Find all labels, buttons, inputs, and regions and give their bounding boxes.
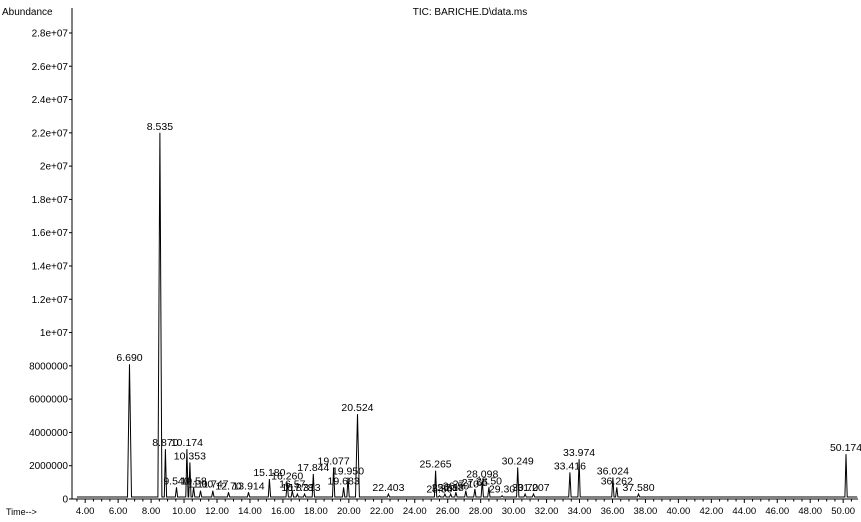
- y-tick-label: 2.4e+07: [32, 95, 69, 106]
- peak-label: 26.50: [443, 480, 469, 492]
- peak-label: 10.353: [174, 450, 206, 462]
- x-ticks: 4.00 6.00 8.00 10.00 12.00 14.00 16.00 18.00 20.…: [76, 499, 855, 517]
- peak-label: 13.914: [232, 480, 264, 492]
- x-tick-label: 14.00: [238, 506, 262, 517]
- x-axis-label: Time-->: [6, 507, 37, 517]
- peak-label: 16.260: [271, 470, 303, 482]
- x-tick-label: 38.00: [634, 506, 658, 517]
- peak-label: 10.58: [180, 475, 206, 487]
- x-tick-label: 36.00: [601, 506, 625, 517]
- peak-label: 11.747: [197, 479, 228, 491]
- peak-label: 9.540: [163, 475, 189, 487]
- x-tick-label: 28.00: [469, 506, 493, 517]
- y-tick-label: 2000000: [29, 461, 68, 472]
- x-tick-label: 6.00: [109, 506, 128, 517]
- y-tick-label: 1.2e+07: [32, 295, 69, 306]
- peak-label: 37.580: [622, 482, 654, 494]
- peak-label: 25.265: [420, 459, 452, 471]
- y-tick-label: 0: [62, 495, 68, 506]
- peak-label: 6.690: [116, 352, 142, 364]
- peak-label: 50.174: [830, 442, 861, 454]
- peak-label: 22.403: [372, 482, 404, 494]
- peak-label: 33.974: [563, 447, 595, 459]
- x-tick-label: 4.00: [76, 506, 95, 517]
- peak-label: 8.535: [147, 121, 173, 133]
- peak-label: 10.174: [171, 437, 203, 449]
- peak-label: 31.207: [517, 482, 549, 494]
- peak-label: 30.70: [512, 482, 538, 494]
- x-tick-label: 16.00: [271, 506, 295, 517]
- peak-label: 27.65: [462, 477, 488, 489]
- peak-label: 16.57: [279, 479, 305, 491]
- peak-label: 16.878: [281, 482, 313, 494]
- x-tick-label: 22.00: [370, 506, 394, 517]
- peak-label: 8.870: [152, 437, 178, 449]
- peak-label: 12.70: [215, 480, 241, 492]
- peak-label: 19.683: [328, 475, 360, 487]
- y-tick-label: 1.4e+07: [32, 261, 69, 272]
- y-tick-label: 8000000: [29, 361, 68, 372]
- x-tick-label: 12.00: [205, 506, 229, 517]
- peak-label: 17.844: [297, 462, 329, 474]
- x-tick-label: 24.00: [403, 506, 427, 517]
- peak-label: 27.10: [453, 479, 479, 491]
- y-tick-label: 1.8e+07: [32, 195, 69, 206]
- peak-label: 11.00: [188, 479, 214, 491]
- x-tick-label: 18.00: [304, 506, 328, 517]
- x-tick-label: 50.00: [831, 506, 855, 517]
- x-tick-label: 10.00: [172, 506, 196, 517]
- y-tick-label: 2e+07: [40, 162, 69, 173]
- x-tick-label: 30.00: [502, 506, 526, 517]
- tic-trace: [76, 132, 858, 498]
- x-tick-label: 40.00: [666, 506, 690, 517]
- peak-label: 29.30: [489, 484, 515, 496]
- x-tick-label: 26.00: [436, 506, 460, 517]
- x-tick-label: 8.00: [142, 506, 161, 517]
- y-ticks: 0 2000000 4000000 6000000 8000000 1e+07 1.2e+0…: [29, 28, 72, 506]
- x-tick-label: 46.00: [765, 506, 789, 517]
- y-tick-label: 2.6e+07: [32, 62, 69, 73]
- y-tick-label: 6000000: [29, 395, 68, 406]
- x-tick-label: 32.00: [535, 506, 559, 517]
- peak-label: 19.950: [332, 465, 364, 477]
- x-tick-label: 48.00: [798, 506, 822, 517]
- peak-label: 25.83: [432, 482, 458, 494]
- y-tick-label: 2.2e+07: [32, 128, 69, 139]
- peak-label: 25.50: [426, 484, 452, 496]
- peak-label: 28.50: [476, 475, 502, 487]
- peak-label: 26.18: [438, 482, 464, 494]
- y-tick-label: 2.8e+07: [32, 28, 69, 39]
- y-tick-label: 4000000: [29, 428, 68, 439]
- peak-label: 20.524: [341, 402, 373, 414]
- x-tick-label: 34.00: [568, 506, 592, 517]
- y-tick-label: 1e+07: [40, 328, 69, 339]
- x-tick-label: 42.00: [699, 506, 723, 517]
- peak-label: 36.262: [601, 475, 633, 487]
- peak-label: 28.098: [466, 469, 498, 481]
- peak-label: 30.249: [502, 455, 534, 467]
- x-tick-label: 20.00: [337, 506, 361, 517]
- peak-label: 17.313: [288, 482, 320, 494]
- peak-label: 15.180: [253, 467, 285, 479]
- y-axis-label: Abundance: [2, 7, 53, 18]
- chart-title: TIC: BARICHE.D\data.ms: [413, 7, 527, 18]
- peak-label: 36.024: [597, 465, 629, 477]
- y-tick-label: 1.6e+07: [32, 228, 69, 239]
- x-tick-label: 44.00: [732, 506, 756, 517]
- peak-label: 33.416: [554, 460, 586, 472]
- peak-label: 19.077: [318, 455, 350, 467]
